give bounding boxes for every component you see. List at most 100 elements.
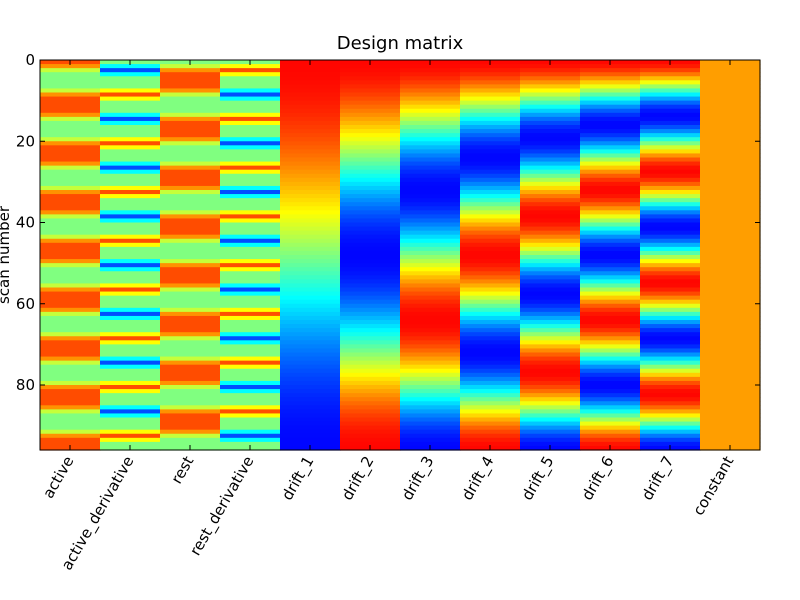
- x-tick-label-drift-5: drift_5: [518, 453, 558, 504]
- heat-cell: [400, 129, 461, 134]
- heat-cell: [160, 287, 221, 293]
- heat-cell: [400, 210, 461, 215]
- heat-cell: [460, 137, 521, 142]
- heat-cell: [520, 380, 581, 386]
- heat-cell: [580, 230, 641, 236]
- chart-title: Design matrix: [337, 33, 464, 54]
- heat-cell: [160, 271, 221, 276]
- heat-cell: [700, 376, 761, 382]
- heat-cell: [460, 250, 521, 256]
- heat-cell: [160, 202, 221, 207]
- heat-cell: [160, 100, 221, 106]
- column-constant: [700, 60, 761, 451]
- heat-cell: [340, 263, 401, 268]
- heat-cell: [220, 372, 281, 378]
- heat-cell: [100, 259, 161, 264]
- heat-cell: [100, 218, 161, 224]
- heat-cell: [460, 267, 521, 272]
- heat-cell: [700, 76, 761, 81]
- heat-cell: [640, 255, 701, 260]
- heat-cell: [280, 76, 341, 81]
- heat-cell: [340, 190, 401, 195]
- heat-cell: [220, 125, 281, 130]
- heat-cell: [460, 437, 521, 443]
- heat-cell: [580, 100, 641, 106]
- heat-cell: [460, 307, 521, 313]
- heat-cell: [700, 242, 761, 248]
- heat-cell: [220, 206, 281, 211]
- heat-cell: [280, 344, 341, 350]
- heat-cell: [100, 385, 161, 390]
- heat-cell: [700, 80, 761, 85]
- heat-cell: [640, 190, 701, 195]
- heat-cell: [520, 344, 581, 350]
- heat-cell: [160, 315, 221, 321]
- heat-cell: [640, 242, 701, 248]
- heat-cell: [280, 389, 341, 394]
- heat-cell: [160, 165, 221, 171]
- heat-cell: [340, 441, 401, 447]
- x-tick-label-constant: constant: [689, 453, 737, 519]
- heat-cell: [580, 417, 641, 423]
- heat-cell: [280, 417, 341, 423]
- heat-cell: [220, 88, 281, 94]
- heat-cell: [40, 206, 101, 211]
- heat-cell: [160, 133, 221, 138]
- heat-cell: [100, 246, 161, 252]
- heat-cell: [220, 181, 281, 187]
- heat-cell: [100, 185, 161, 191]
- heat-cell: [520, 149, 581, 155]
- heat-cell: [520, 368, 581, 374]
- heat-cell: [100, 116, 161, 122]
- heat-cell: [580, 307, 641, 313]
- heat-cell: [220, 210, 281, 215]
- heat-cell: [220, 112, 281, 118]
- heat-cell: [40, 210, 101, 215]
- heat-cell: [520, 194, 581, 199]
- heat-cell: [160, 376, 221, 382]
- heat-cell: [160, 372, 221, 378]
- heat-cell: [520, 275, 581, 280]
- x-tick-label-rest-derivative: rest_derivative: [186, 453, 258, 559]
- heat-cell: [640, 267, 701, 272]
- heat-cell: [340, 372, 401, 378]
- heat-cell: [160, 92, 221, 98]
- heat-cell: [160, 380, 221, 386]
- heat-cell: [640, 287, 701, 293]
- heat-cell: [40, 303, 101, 309]
- heat-cell: [220, 287, 281, 293]
- heat-cell: [640, 141, 701, 146]
- heat-cell: [40, 425, 101, 431]
- heat-cell: [280, 279, 341, 285]
- heat-cell: [700, 291, 761, 297]
- heat-cell: [160, 283, 221, 289]
- heat-cell: [160, 344, 221, 350]
- heat-cell: [580, 441, 641, 447]
- heat-cell: [400, 238, 461, 244]
- heat-cell: [400, 303, 461, 309]
- x-tick-label-drift-7: drift_7: [638, 453, 678, 504]
- heat-cell: [700, 250, 761, 256]
- heat-cell: [280, 433, 341, 439]
- heat-cell: [100, 401, 161, 406]
- heat-cell: [100, 68, 161, 73]
- heat-cell: [280, 100, 341, 106]
- heat-cell: [580, 283, 641, 289]
- heat-cell: [640, 177, 701, 183]
- heat-cell: [640, 100, 701, 106]
- heat-cell: [400, 226, 461, 232]
- heat-cell: [160, 210, 221, 215]
- heat-cell: [520, 315, 581, 321]
- heat-cell: [460, 380, 521, 386]
- heat-cell: [40, 255, 101, 260]
- heat-cell: [460, 68, 521, 73]
- heat-cell: [100, 255, 161, 260]
- heat-cell: [520, 129, 581, 134]
- heat-cell: [640, 332, 701, 337]
- heat-cell: [700, 72, 761, 77]
- heat-cell: [340, 352, 401, 358]
- heat-cell: [460, 125, 521, 130]
- heat-cell: [640, 275, 701, 280]
- column-drift-5: [520, 60, 581, 451]
- heat-cell: [520, 198, 581, 203]
